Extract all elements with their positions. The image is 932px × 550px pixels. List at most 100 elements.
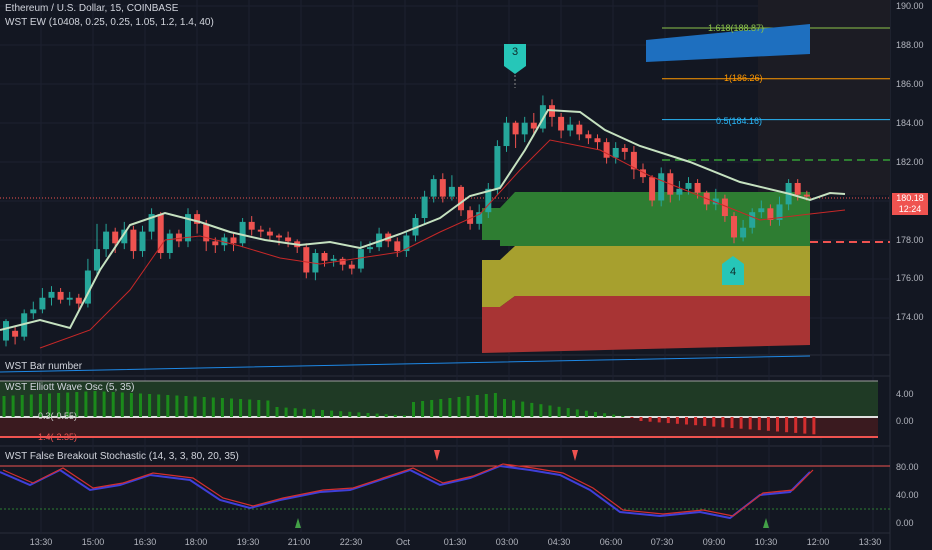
osc-histogram-bar [566, 408, 570, 417]
osc-histogram-bar [439, 399, 443, 417]
candle-body [403, 235, 410, 252]
osc-histogram-bar [466, 396, 470, 417]
candle-body [130, 229, 137, 252]
candle-body [112, 231, 119, 244]
wave-4-label[interactable]: 4 [729, 266, 737, 278]
osc-histogram-bar [148, 394, 152, 417]
candle-body [694, 182, 701, 193]
osc-histogram-bar [129, 393, 133, 417]
projection-band [646, 24, 810, 62]
osc-histogram-bar [730, 417, 734, 428]
osc-histogram-bar [666, 417, 670, 424]
candle-body [421, 196, 428, 219]
osc-histogram-bar [594, 412, 597, 417]
wave-3-label[interactable]: 3 [511, 46, 519, 58]
time-tick: 04:30 [547, 537, 571, 547]
osc-histogram-bar [421, 401, 425, 417]
time-tick: 07:30 [650, 537, 674, 547]
candle-body [731, 216, 737, 238]
osc-histogram-bar [794, 417, 798, 433]
candle-body [230, 237, 237, 244]
time-tick: 01:30 [443, 537, 467, 547]
candle-body [3, 321, 9, 341]
osc-histogram-bar [120, 392, 124, 417]
candle-body [567, 124, 574, 131]
osc-histogram-bar [721, 417, 725, 428]
candle-body [467, 210, 474, 224]
candle-body [576, 124, 583, 135]
candle-body [139, 231, 146, 252]
candle-body [512, 122, 519, 135]
osc-histogram-bar [357, 412, 361, 417]
candle-body [175, 233, 182, 242]
time-tick: 19:30 [236, 537, 260, 547]
osc-histogram-bar [266, 400, 270, 417]
osc-histogram-bar [603, 413, 607, 417]
osc-histogram-bar [366, 413, 370, 417]
osc-histogram-bar [776, 417, 779, 432]
osc-histogram-bar [175, 395, 179, 417]
panel-title-stoch[interactable]: WST False Breakout Stochastic (14, 3, 3,… [5, 451, 239, 462]
osc-histogram-bar [557, 406, 561, 417]
osc-histogram-bar [412, 402, 415, 417]
price-tick: 190.00 [896, 1, 924, 11]
candle-body [266, 231, 273, 236]
osc-histogram-bar [584, 410, 588, 417]
osc-histogram-bar [193, 396, 197, 417]
osc-histogram-bar [220, 398, 224, 417]
osc-tick: 4.00 [896, 389, 914, 399]
candle-body [485, 188, 492, 213]
zone-green-edge [482, 240, 810, 246]
fib-label: 1.618(188.87) [708, 23, 765, 33]
time-tick: 18:00 [184, 537, 208, 547]
red-down-arrow-icon [572, 450, 578, 461]
candle-body [339, 258, 346, 265]
moving-average-line [0, 108, 846, 331]
candle-body [276, 235, 282, 238]
candle-body [30, 309, 37, 314]
candle-body [740, 227, 747, 238]
osc-level-label: 0.3(-0.55) [38, 411, 78, 421]
candle-body [767, 208, 774, 220]
time-tick: 15:00 [81, 537, 105, 547]
osc-histogram-bar [457, 397, 461, 417]
candle-body [430, 179, 437, 197]
osc-histogram-bar [384, 414, 388, 417]
panel-title-bar-number[interactable]: WST Bar number [5, 361, 83, 372]
time-tick: 06:00 [599, 537, 623, 547]
panel-title-osc[interactable]: WST Elliott Wave Osc (5, 35) [5, 382, 135, 393]
osc-histogram-bar [512, 400, 516, 417]
candle-body [503, 122, 510, 147]
candle-body [803, 194, 810, 197]
osc-histogram-bar [157, 394, 161, 417]
indicator-legend-main[interactable]: WST EW (10408, 0.25, 0.25, 1.05, 1.2, 1.… [5, 17, 214, 28]
osc-histogram-bar [393, 414, 397, 417]
osc-histogram-bar [766, 417, 770, 431]
candle-body [239, 221, 246, 244]
osc-histogram-bar [430, 400, 434, 417]
osc-histogram-bar [675, 417, 679, 424]
osc-histogram-bar [448, 398, 452, 417]
osc-zone-up [0, 381, 878, 417]
candle-body [357, 249, 364, 269]
candle-body [448, 186, 455, 197]
candle-body [212, 241, 219, 246]
candle-body [248, 221, 255, 230]
green-up-arrow-icon [295, 518, 301, 528]
candle-body [749, 212, 756, 228]
candle-body [494, 146, 501, 189]
osc-histogram-bar [284, 407, 288, 417]
osc-histogram-bar [257, 400, 261, 417]
symbol-title[interactable]: Ethereum / U.S. Dollar, 15, COINBASE [5, 3, 179, 14]
osc-histogram-bar [648, 417, 652, 422]
price-tick: 186.00 [896, 79, 924, 89]
stoch-k-line [2, 463, 814, 517]
osc-histogram-bar [93, 391, 97, 417]
osc-histogram-bar [102, 391, 106, 417]
price-tick: 176.00 [896, 273, 924, 283]
osc-histogram-bar [321, 410, 324, 417]
stoch-tick: 40.00 [896, 490, 919, 500]
candle-body [185, 214, 191, 242]
candle-body [649, 177, 656, 201]
